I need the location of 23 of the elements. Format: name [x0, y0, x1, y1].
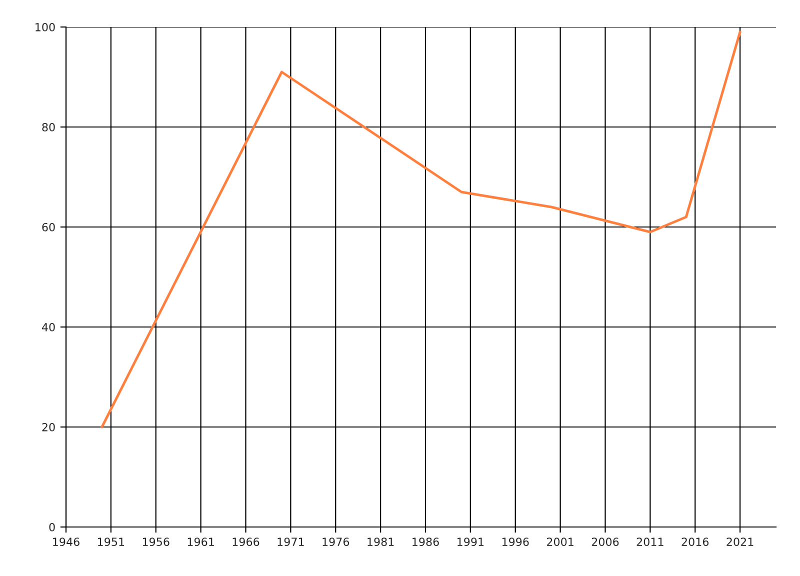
x-tick-label: 1951: [98, 538, 124, 546]
y-tick-label: 0: [49, 522, 55, 532]
y-tick-label: 60: [42, 222, 55, 232]
line-series: [100, 30, 742, 428]
x-tick-label: 1981: [368, 538, 394, 546]
x-tick-label: 1991: [458, 538, 484, 546]
x-tick-label: 1956: [142, 538, 170, 546]
x-tick-label: 2006: [592, 538, 619, 546]
x-tick-label: 1961: [188, 538, 214, 546]
x-tick-label: 1986: [412, 538, 439, 546]
y-tick-label: 40: [42, 322, 55, 332]
x-tick-label: 1996: [502, 538, 529, 546]
y-tick-label: 100: [36, 22, 55, 32]
y-tick-label: 20: [42, 422, 55, 432]
x-tick-label: 1971: [278, 538, 304, 546]
y-tick-label: 80: [42, 122, 55, 132]
x-tick-label: 2021: [726, 538, 754, 546]
x-tick-label: 1946: [53, 538, 80, 546]
x-tick-label: 2016: [682, 538, 709, 546]
x-tick-label: 1966: [232, 538, 260, 546]
x-tick-label: 1976: [322, 538, 350, 546]
x-tick-label: 2001: [546, 538, 574, 546]
x-tick-label: 2011: [636, 538, 664, 546]
